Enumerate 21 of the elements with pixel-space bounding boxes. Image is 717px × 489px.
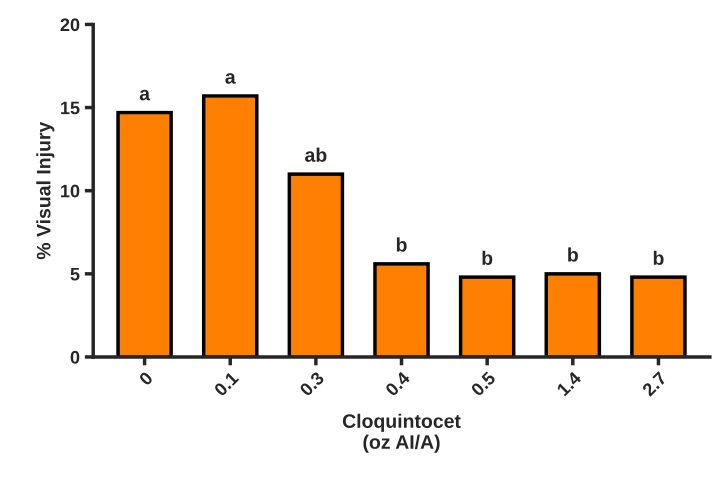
x-tick-label: 0 (138, 371, 154, 386)
x-axis-title: Cloquintocet (oz AI/A) (342, 414, 461, 453)
y-tick-label: 10 (61, 184, 80, 198)
x-tick-label: 0.3 (298, 370, 325, 397)
x-tick-label: 1.4 (556, 370, 582, 396)
y-axis-title: % Visual Injury (36, 122, 54, 260)
y-tick-label: 20 (60, 18, 80, 32)
annotation: a (225, 73, 236, 84)
annotation: ab (305, 148, 326, 162)
y-tick-label: 15 (61, 102, 80, 114)
annotation: b (396, 237, 407, 252)
y-tick-label: 0 (70, 350, 80, 364)
annotation: b (568, 247, 578, 262)
annotation: b (654, 250, 664, 265)
x-tick-label: 2.7 (641, 371, 668, 397)
y-tick-label: 5 (70, 268, 80, 281)
x-tick-label: 0.1 (213, 370, 240, 397)
x-tick-label: 0.5 (470, 370, 496, 397)
annotation: a (140, 90, 150, 100)
x-tick-label: 0.4 (384, 370, 411, 397)
annotation: b (482, 250, 492, 265)
